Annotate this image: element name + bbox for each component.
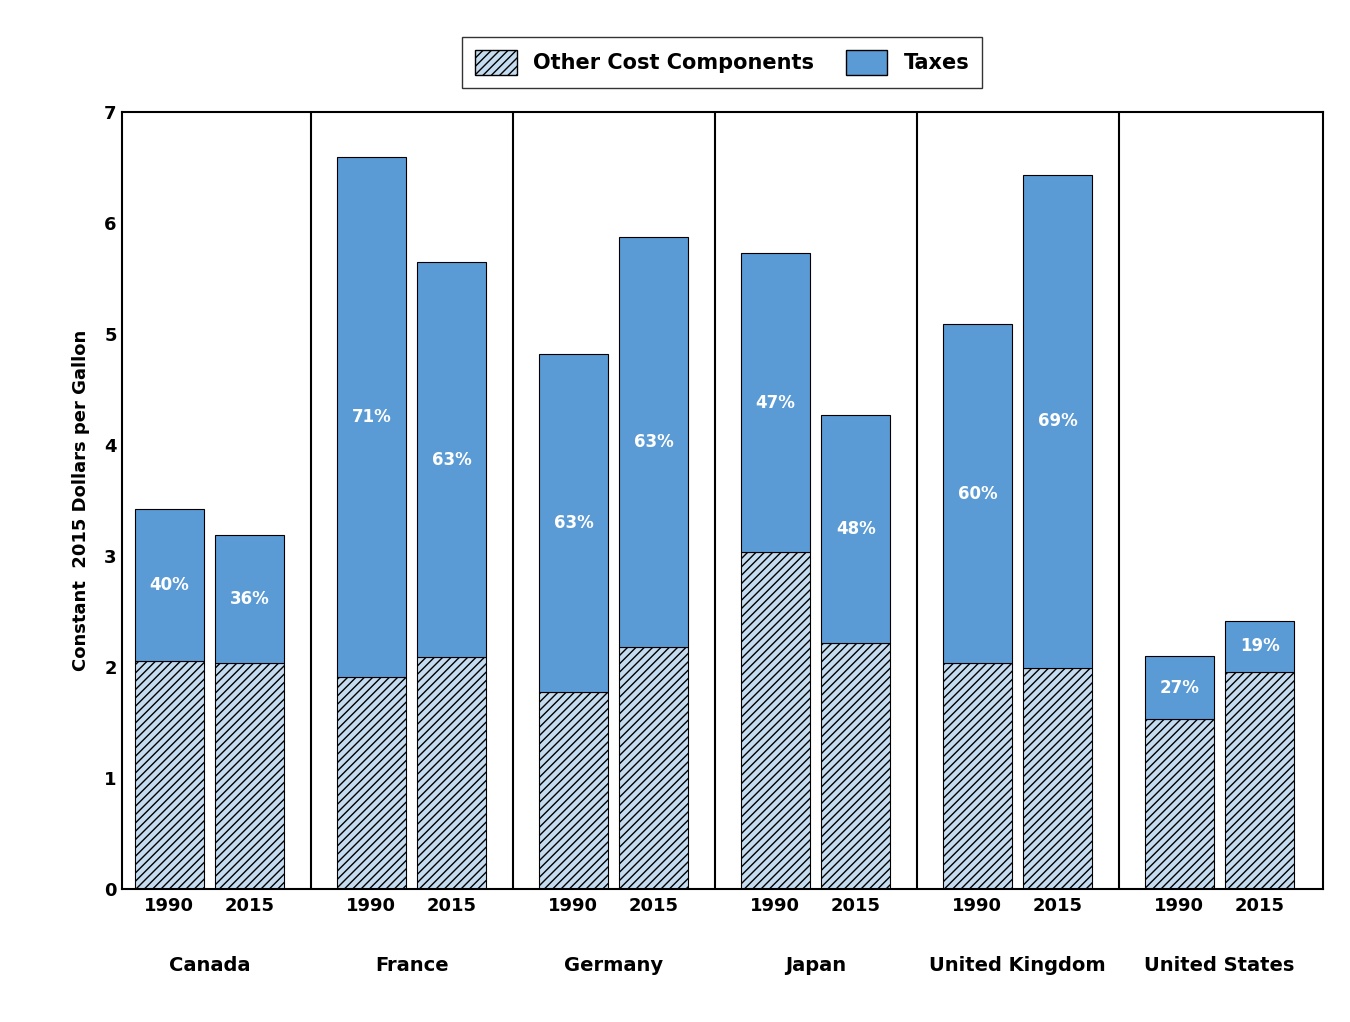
Bar (821, 415, 890, 643)
Bar (1145, 656, 1214, 719)
Text: United Kingdom: United Kingdom (929, 956, 1106, 975)
Bar (1145, 719, 1214, 889)
Bar (417, 657, 486, 889)
Bar (620, 647, 688, 889)
Text: 19%: 19% (1239, 637, 1280, 655)
Bar (741, 552, 810, 889)
Bar (135, 660, 204, 889)
Bar (1226, 671, 1295, 889)
Bar (942, 663, 1012, 889)
Text: 71%: 71% (351, 408, 391, 426)
Text: 48%: 48% (836, 520, 876, 538)
Y-axis label: Constant  2015 Dollars per Gallon: Constant 2015 Dollars per Gallon (73, 330, 90, 671)
Text: France: France (375, 956, 448, 975)
Text: United States: United States (1145, 956, 1295, 975)
Bar (539, 692, 608, 889)
Text: 40%: 40% (150, 575, 189, 594)
Text: 27%: 27% (1160, 679, 1199, 697)
Bar (1023, 175, 1092, 668)
Text: Japan: Japan (786, 956, 846, 975)
Bar (1226, 620, 1295, 671)
Text: 63%: 63% (554, 514, 593, 532)
Bar (539, 355, 608, 692)
Bar (215, 663, 285, 889)
Bar (1023, 668, 1092, 889)
Bar (942, 324, 1012, 663)
Bar (417, 263, 486, 657)
Bar (338, 678, 406, 889)
Legend: Other Cost Components, Taxes: Other Cost Components, Taxes (463, 38, 981, 88)
Text: 63%: 63% (634, 433, 674, 451)
Text: 47%: 47% (756, 393, 795, 412)
Text: 60%: 60% (957, 484, 998, 503)
Text: 36%: 36% (230, 590, 270, 608)
Bar (135, 509, 204, 660)
Bar (215, 536, 285, 663)
Bar (338, 156, 406, 678)
Bar (741, 253, 810, 552)
Bar (821, 643, 890, 889)
Text: Germany: Germany (564, 956, 663, 975)
Text: Canada: Canada (169, 956, 250, 975)
Text: 63%: 63% (432, 451, 471, 469)
Text: 69%: 69% (1038, 413, 1077, 430)
Bar (620, 237, 688, 647)
